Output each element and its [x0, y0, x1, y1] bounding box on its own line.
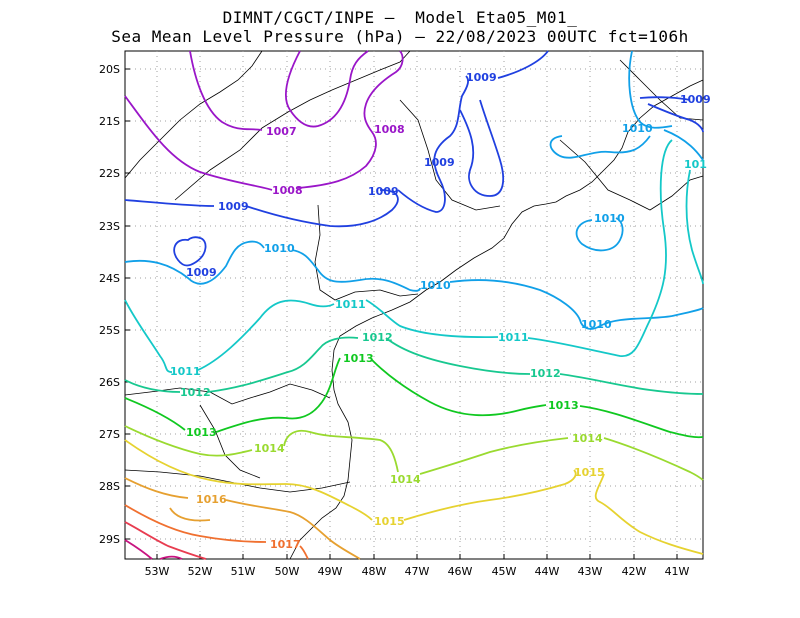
lat-label: 28S: [99, 480, 120, 493]
lat-label: 21S: [99, 115, 120, 128]
contour-label: 1015: [574, 466, 605, 479]
lat-label: 20S: [99, 63, 120, 76]
contour-label: 1010: [594, 212, 625, 225]
contour-label: 1011: [335, 298, 366, 311]
lat-label: 27S: [99, 428, 120, 441]
contour-label: 1013: [186, 426, 217, 439]
lon-label: 49W: [318, 565, 343, 578]
contour-label: 1014: [572, 432, 603, 445]
lat-label: 23S: [99, 220, 120, 233]
contour-labels: 1007 1008 1008 1009 1009 1009 1009 1009 …: [170, 71, 711, 551]
lon-label: 44W: [535, 565, 560, 578]
contour-label: 1008: [272, 184, 303, 197]
contour-label: 1009: [186, 266, 217, 279]
lon-label: 46W: [448, 565, 473, 578]
contour-label: 1011: [498, 331, 529, 344]
isobar-1007: [189, 50, 369, 131]
contour-label: 1009: [424, 156, 455, 169]
lat-label: 29S: [99, 533, 120, 546]
latitude-labels: 20S 21S 22S 23S 24S 25S 26S 27S 28S 29S: [99, 63, 120, 546]
coastline: [124, 50, 704, 560]
isobar-1012: [124, 336, 704, 395]
contour-label: 1016: [196, 493, 227, 506]
lat-label: 22S: [99, 167, 120, 180]
lon-label: 43W: [578, 565, 603, 578]
contour-label: 1013: [548, 399, 579, 412]
lat-label: 25S: [99, 324, 120, 337]
contour-label: 1014: [254, 442, 285, 455]
isobar-1017: [124, 504, 309, 560]
contour-label: 1014: [390, 473, 421, 486]
contour-label: 1017: [270, 538, 301, 551]
isobar-1011: [124, 139, 704, 373]
axis-ticks: [125, 68, 678, 559]
contour-label: 1009: [466, 71, 497, 84]
contour-label: 1010: [420, 279, 451, 292]
contour-label: 1010: [622, 122, 653, 135]
lon-label: 42W: [622, 565, 647, 578]
lon-label: 51W: [231, 565, 256, 578]
contour-label: 1015: [374, 515, 405, 528]
isobar-1009: [124, 50, 704, 267]
isobar-1016: [124, 477, 361, 560]
lon-label: 41W: [665, 565, 690, 578]
contour-label: 101: [684, 158, 707, 171]
isobar-1008: [124, 50, 404, 191]
contour-label: 1008: [374, 123, 405, 136]
lon-label: 52W: [188, 565, 213, 578]
longitude-labels: 53W 52W 51W 50W 49W 48W 47W 46W 45W 44W …: [145, 565, 690, 578]
contour-label: 1010: [264, 242, 295, 255]
contour-label: 1009: [218, 200, 249, 213]
contour-label: 1011: [170, 365, 201, 378]
contour-label: 1012: [530, 367, 561, 380]
isobar-1015: [124, 439, 704, 555]
contour-label: 1007: [266, 125, 297, 138]
contour-label: 1009: [680, 93, 711, 106]
lat-label: 24S: [99, 272, 120, 285]
isobar-1019: [124, 539, 183, 560]
contour-label: 1012: [362, 331, 393, 344]
lon-label: 47W: [405, 565, 430, 578]
map-title-line2: Sea Mean Level Pressure (hPa) – 22/08/20…: [111, 27, 689, 46]
lat-label: 26S: [99, 376, 120, 389]
contour-label: 1012: [180, 386, 211, 399]
contour-label: 1010: [581, 318, 612, 331]
isobar-1010: [124, 50, 704, 330]
lon-label: 48W: [362, 565, 387, 578]
map-title-line1: DIMNT/CGCT/INPE – Model Eta05_M01_: [222, 8, 578, 27]
contour-label: 1013: [343, 352, 374, 365]
lon-label: 50W: [275, 565, 300, 578]
contour-label: 1009: [368, 185, 399, 198]
map-frame: [124, 50, 704, 560]
isobar-1013: [124, 357, 704, 439]
lon-label: 53W: [145, 565, 170, 578]
isobar-1018: [124, 521, 207, 560]
lon-label: 45W: [492, 565, 517, 578]
isobar-1014: [124, 425, 704, 481]
